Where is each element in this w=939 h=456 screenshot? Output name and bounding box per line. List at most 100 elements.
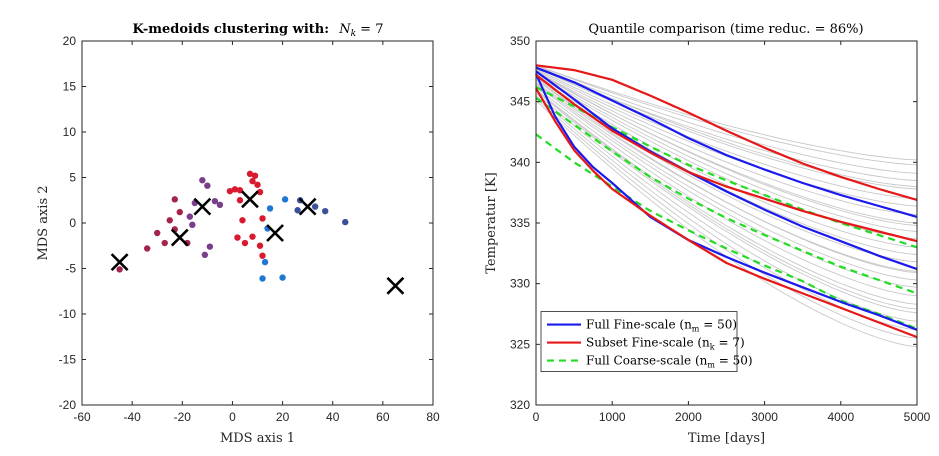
medoid-marker bbox=[170, 228, 189, 247]
legend-label-sub: m bbox=[707, 361, 715, 370]
left-y-tick-label: 15 bbox=[63, 80, 77, 94]
scatter-point bbox=[281, 196, 289, 203]
right-y-tick-label: 325 bbox=[510, 337, 530, 351]
ensemble-curve bbox=[535, 69, 918, 207]
left-y-tick-label: 5 bbox=[69, 171, 76, 185]
scatter-point bbox=[234, 234, 241, 241]
ensemble-curve bbox=[535, 83, 918, 281]
medoid-marker bbox=[386, 276, 405, 295]
right-line-panel: Quantile comparison (time reduc. = 86%) … bbox=[484, 22, 931, 446]
left-title-math: N bbox=[338, 22, 351, 37]
legend-label-text: Full Coarse-scale (n bbox=[586, 354, 708, 368]
scatter-point bbox=[176, 208, 183, 216]
ensemble-curve bbox=[535, 70, 918, 215]
scatter-point bbox=[171, 196, 178, 203]
left-x-axis-label: MDS axis 1 bbox=[220, 431, 295, 446]
right-y-tick-label: 320 bbox=[510, 398, 530, 412]
right-x-tick-label: 3000 bbox=[751, 410, 778, 424]
right-x-tick-label: 0 bbox=[533, 410, 540, 424]
left-x-tick-label: 40 bbox=[326, 410, 340, 424]
left-axes-frame bbox=[81, 40, 434, 406]
legend-label-tail: = 50) bbox=[715, 354, 753, 368]
left-y-tick-label: -5 bbox=[65, 262, 76, 276]
scatter-point bbox=[154, 229, 161, 237]
scatter-point bbox=[259, 252, 266, 259]
scatter-point bbox=[249, 233, 256, 240]
legend: Full Fine-scale (nm = 50)Subset Fine-sca… bbox=[540, 311, 753, 372]
scatter-point bbox=[279, 274, 286, 281]
ensemble-curve bbox=[535, 67, 918, 181]
legend-label: Full Fine-scale (nm = 50) bbox=[586, 318, 737, 334]
scatter-point bbox=[231, 186, 239, 193]
scatter-point bbox=[166, 217, 173, 224]
right-y-axis-label: Temperatur [K] bbox=[484, 172, 499, 273]
quantile-curve-blue bbox=[535, 66, 918, 218]
scatter-point bbox=[116, 266, 123, 273]
scatter-point bbox=[256, 188, 264, 196]
medoid-marker bbox=[241, 190, 259, 209]
legend-label-sub: m bbox=[692, 325, 700, 334]
legend-label-sub: k bbox=[710, 343, 715, 352]
quantile-curve-green bbox=[535, 97, 918, 295]
scatter-point bbox=[294, 207, 301, 214]
ensemble-curve bbox=[535, 89, 918, 310]
scatter-point bbox=[266, 205, 274, 212]
right-axes-frame bbox=[535, 40, 918, 406]
right-x-tick-label: 1000 bbox=[599, 410, 626, 424]
scatter-point bbox=[311, 203, 319, 210]
left-x-tick-label: 80 bbox=[426, 410, 440, 424]
medoid-marker bbox=[110, 253, 129, 272]
ensemble-curve bbox=[535, 68, 918, 200]
right-y-tick-label: 350 bbox=[510, 34, 530, 48]
scatter-point bbox=[256, 242, 264, 249]
ensemble-curve bbox=[535, 97, 918, 339]
quantile-curve-red bbox=[535, 64, 918, 201]
scatter-point bbox=[249, 177, 256, 185]
scatter-point bbox=[254, 181, 261, 188]
left-x-tick-label: 60 bbox=[376, 410, 390, 424]
ensemble-curve bbox=[535, 64, 918, 161]
right-x-axis-label: Time [days] bbox=[688, 431, 765, 446]
scatter-point bbox=[206, 243, 214, 250]
legend-label: Full Coarse-scale (nm = 50) bbox=[586, 354, 753, 370]
legend-label-text: Subset Fine-scale (n bbox=[586, 336, 710, 350]
scatter-point bbox=[259, 275, 266, 282]
legend-label-text: Full Fine-scale (n bbox=[586, 318, 692, 332]
scatter-point bbox=[201, 251, 209, 259]
left-y-axis-label: MDS axis 2 bbox=[36, 185, 51, 260]
scatter-point bbox=[186, 213, 194, 220]
ensemble-curve bbox=[535, 79, 918, 274]
scatter-point bbox=[211, 197, 219, 205]
quantile-curve-red bbox=[535, 87, 918, 339]
right-x-tick-label: 4000 bbox=[827, 410, 854, 424]
left-x-tick-label: 20 bbox=[276, 410, 290, 424]
legend-label-tail: = 50) bbox=[699, 318, 737, 332]
medoid-marker bbox=[298, 197, 317, 216]
right-y-tick-label: 330 bbox=[510, 277, 530, 291]
left-y-tick-label: -10 bbox=[59, 307, 77, 321]
scatter-point bbox=[261, 258, 269, 266]
right-x-tick-label: 5000 bbox=[904, 410, 931, 424]
quantile-curve-blue bbox=[535, 70, 918, 271]
right-y-tick-label: 335 bbox=[510, 216, 530, 230]
scatter-point bbox=[259, 215, 266, 222]
ensemble-curve bbox=[535, 70, 918, 226]
left-y-tick-label: 10 bbox=[63, 125, 77, 139]
medoid-marker bbox=[193, 197, 212, 216]
left-chart-title: K-medoids clustering with: Nk = 7 bbox=[133, 22, 384, 39]
medoid-marker bbox=[266, 224, 284, 242]
scatter-point bbox=[226, 187, 234, 195]
legend-label: Subset Fine-scale (nk = 7) bbox=[586, 336, 745, 352]
scatter-point bbox=[241, 239, 249, 247]
left-x-tick-label: -60 bbox=[73, 410, 91, 424]
scatter-point bbox=[216, 201, 224, 208]
scatter-point bbox=[236, 197, 244, 204]
scatter-point bbox=[199, 177, 206, 184]
right-y-tick-label: 340 bbox=[510, 155, 530, 169]
scatter-point bbox=[204, 182, 211, 189]
legend-label-tail: = 7) bbox=[715, 336, 745, 350]
quantile-curve-red bbox=[535, 74, 918, 243]
ensemble-curve bbox=[535, 64, 918, 166]
left-x-tick-label: -20 bbox=[174, 410, 192, 424]
